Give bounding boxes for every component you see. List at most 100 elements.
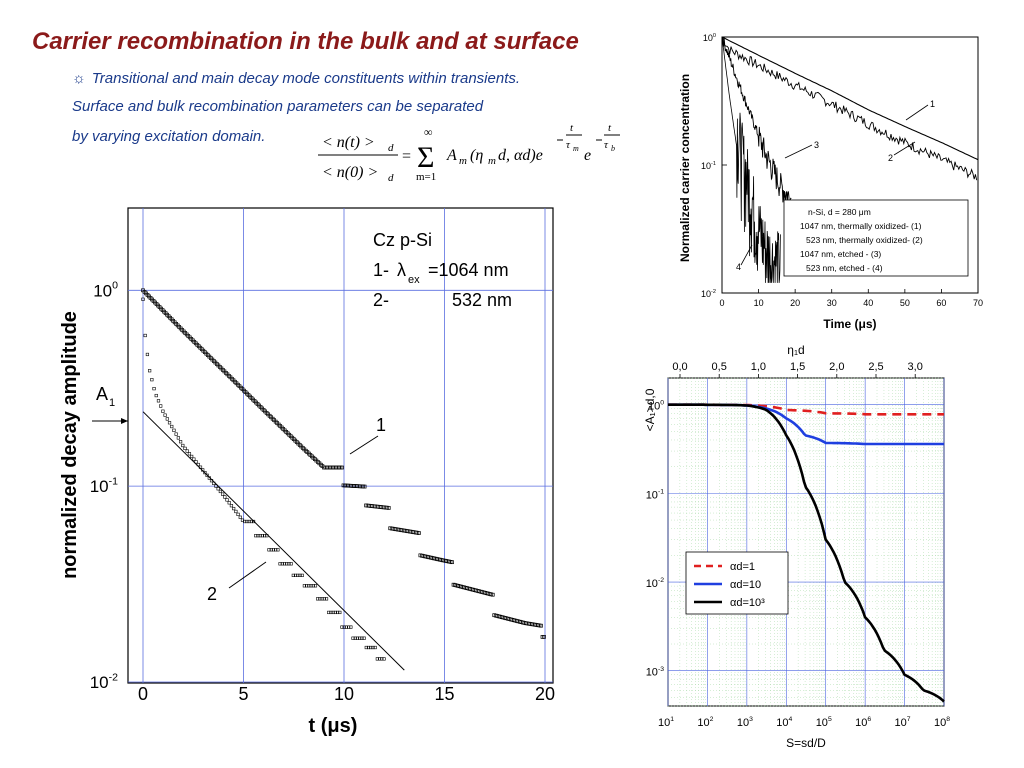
main-s2-point	[287, 562, 291, 566]
br-xtick-label: 104	[776, 716, 792, 729]
main-sample-label: Cz p-Si	[373, 230, 432, 250]
tr-series-1-line	[721, 36, 979, 161]
tr-series-2-line	[721, 36, 978, 181]
main-s1-point	[539, 623, 543, 628]
main-s2-point	[373, 645, 377, 650]
main-plot-area	[127, 207, 554, 684]
main-s2-point	[178, 440, 183, 444]
tr-ytick-label: 100	[703, 33, 716, 43]
main-s1-point	[386, 506, 391, 510]
sun-icon: ☼	[72, 70, 86, 87]
main-s2-point	[229, 504, 234, 508]
main-s2-point	[271, 548, 276, 552]
main-a1-sub: 1	[109, 397, 115, 409]
main-s2-point	[232, 506, 236, 511]
main-s2-point	[267, 548, 271, 552]
main-s1-point	[490, 592, 495, 597]
main-s2-point	[322, 597, 326, 601]
main-ytick-label: 10-1	[90, 476, 118, 497]
main-s2-point	[163, 413, 167, 417]
main-s2-point	[313, 584, 318, 588]
tr-xtick-label: 50	[900, 298, 910, 308]
main-l2-value: 532 nm	[452, 290, 512, 310]
main-s2-point	[183, 446, 187, 450]
main-ylabel: normalized decay amplitude	[59, 311, 81, 579]
main-s2-point	[349, 625, 353, 629]
tr-series-label-3: 3	[814, 140, 819, 150]
main-xtick-label: 15	[434, 684, 454, 704]
br-xtick-label: 107	[895, 716, 911, 729]
tr-legend	[783, 199, 969, 277]
main-s2-point	[194, 460, 198, 464]
main-s2-point	[218, 489, 222, 494]
main-s2-point	[375, 657, 379, 661]
tr-legend-line-5: 523 nm, etched - (4)	[806, 263, 883, 273]
main-s2-point	[249, 519, 253, 524]
main-s1-point	[417, 531, 421, 535]
main-s2-point	[170, 424, 174, 429]
main-s2-point	[362, 636, 366, 640]
tr-legend-line-1: n-Si, d = 280 μm	[808, 207, 871, 217]
br-ytick-label: 100	[648, 400, 664, 413]
tr-ytick-label: 10-2	[701, 289, 716, 299]
tr-ytick-label: 10-1	[701, 161, 716, 171]
main-s1-point	[542, 635, 546, 639]
main-s2-point	[353, 636, 357, 640]
main-s2-point	[327, 610, 331, 615]
main-s2-point	[260, 534, 264, 538]
main-s2-point	[185, 449, 189, 453]
main-label-1-leader	[349, 435, 379, 455]
tr-legend-line-2: 1047 nm, thermally oxidized- (1)	[800, 221, 922, 231]
main-s2-point	[274, 548, 278, 552]
main-s2-point	[236, 512, 240, 516]
main-s2-point	[150, 378, 154, 382]
main-label-2: 2	[207, 584, 217, 604]
main-s2-point	[245, 519, 249, 524]
main-s2-point	[382, 657, 386, 661]
tr-series-3-line	[721, 38, 792, 214]
main-s2-point	[369, 645, 373, 650]
main-s2-point	[358, 636, 362, 640]
main-s2-point	[344, 625, 349, 629]
text-line-1: ☼ Transitional and main decay mode consti…	[72, 70, 520, 87]
br-ytick-label: 10-2	[646, 577, 665, 590]
tr-xtick-label: 0	[719, 298, 724, 308]
main-s1-point	[340, 465, 344, 470]
br-xtick-label: 103	[737, 716, 753, 729]
main-s2-point	[335, 610, 340, 615]
main-s2-point	[176, 436, 180, 440]
main-xtick-label: 20	[535, 684, 555, 704]
main-xlabel: t (μs)	[309, 715, 358, 737]
main-s2-point	[293, 573, 298, 577]
br-xlabel-top: η₁d	[787, 343, 804, 357]
text-line-3: by varying excitation domain.	[72, 128, 266, 145]
tr-series-label-4: 4	[736, 262, 741, 272]
main-s2-point	[225, 498, 229, 502]
tr-series-label-2: 2	[888, 153, 893, 163]
main-s2-point	[227, 501, 231, 505]
tr-legend-line-4: 1047 nm, etched - (3)	[800, 249, 881, 259]
main-s2-point	[159, 404, 163, 408]
br-top-tick-label: 1,0	[751, 361, 766, 373]
main-s2-point	[145, 352, 150, 357]
tr-xtick-label: 40	[863, 298, 873, 308]
main-s2-point	[333, 610, 337, 615]
main-s1-point	[362, 484, 367, 489]
slide-title: Carrier recombination in the bulk and at…	[32, 28, 579, 55]
main-s2-point	[205, 473, 209, 477]
main-s2-point	[167, 421, 172, 425]
main-s2-point	[324, 597, 329, 601]
main-ytick-label: 10-2	[90, 671, 118, 692]
main-s2-point	[302, 584, 307, 588]
main-s2-point	[148, 369, 152, 373]
br-top-tick-label: 1,5	[790, 361, 805, 373]
tr-xtick-label: 60	[936, 298, 946, 308]
main-s2-point	[238, 515, 242, 519]
br-xtick-label: 105	[816, 716, 832, 729]
main-s2-point	[156, 399, 161, 403]
main-s2-point	[234, 509, 238, 514]
main-s2-point	[165, 417, 169, 421]
main-s2-point	[192, 457, 196, 461]
